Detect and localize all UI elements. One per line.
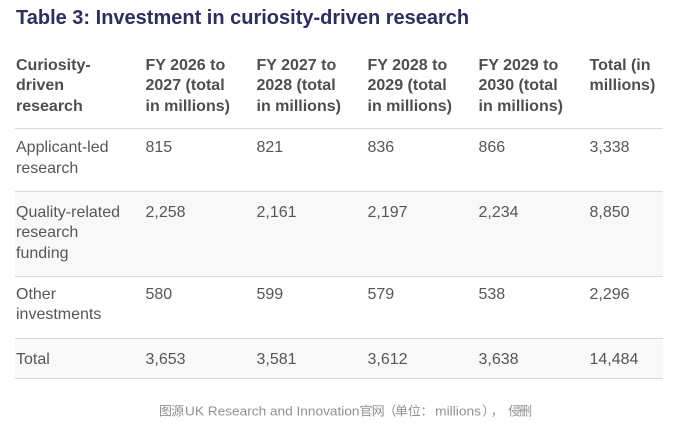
svg-text:millions: millions — [435, 404, 481, 419]
svg-text:UK Research and Innovation: UK Research and Innovation — [185, 404, 360, 419]
